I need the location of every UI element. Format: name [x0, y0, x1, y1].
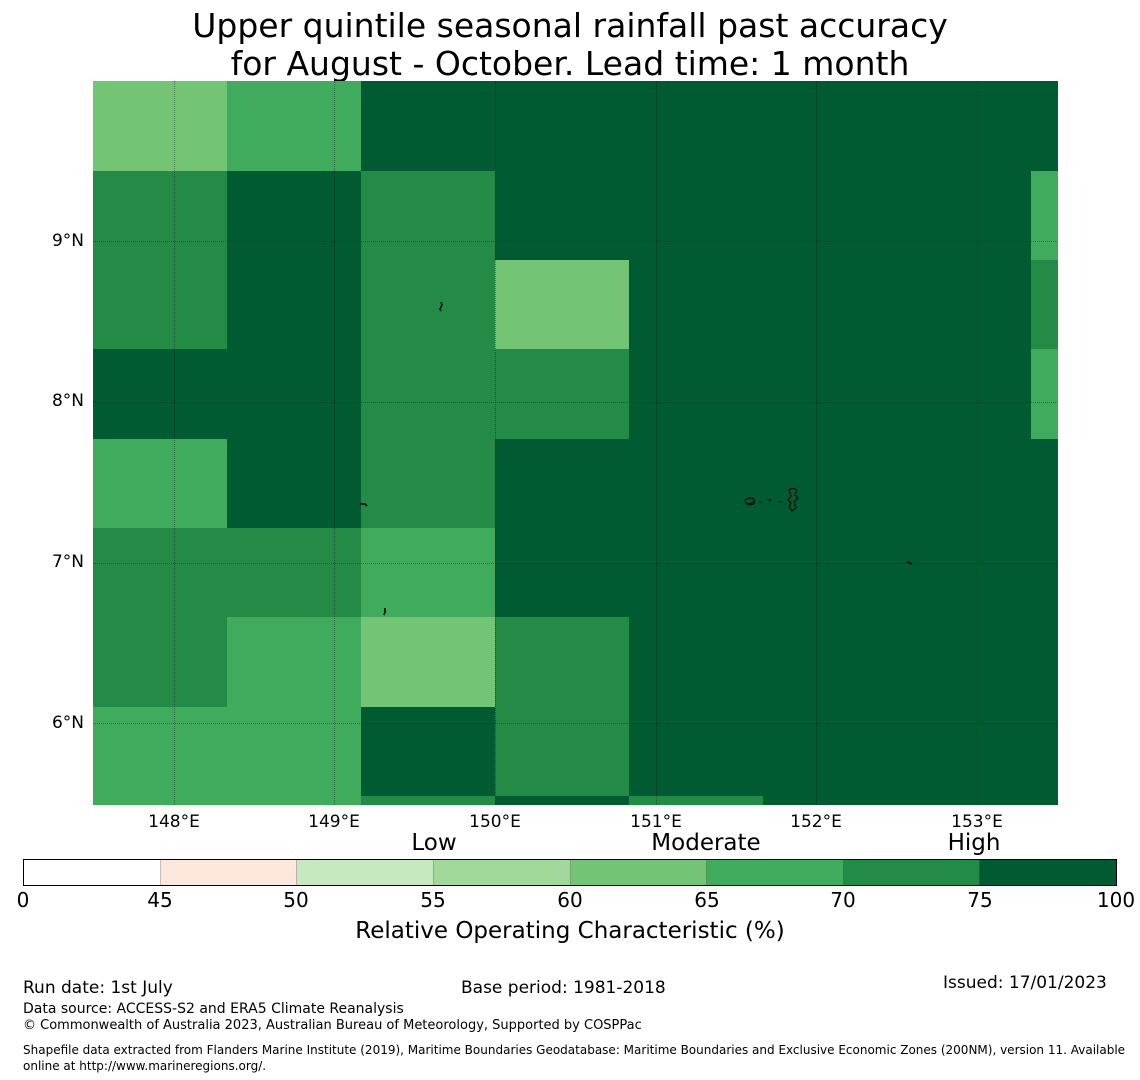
chuuk-lagoon-islands: [744, 488, 799, 512]
copyright-notice: © Commonwealth of Australia 2023, Austra…: [23, 1018, 642, 1033]
colorbar-segment: [160, 860, 298, 885]
grid-cell: [227, 528, 361, 617]
grid-cell: [93, 81, 227, 171]
grid-cell: [93, 439, 227, 528]
grid-cell: [629, 796, 763, 805]
map-title-line-1: Upper quintile seasonal rainfall past ac…: [192, 6, 948, 45]
island-outline: [439, 301, 443, 312]
grid-cell: [495, 617, 629, 796]
grid-cell: [1031, 349, 1058, 439]
grid-cell: [361, 617, 495, 707]
longitude-tick: 149°E: [308, 812, 360, 832]
meridian-gridline: [977, 81, 978, 805]
parallel-gridline: [93, 241, 1058, 242]
colorbar: [23, 859, 1117, 886]
grid-cell: [227, 617, 361, 805]
grid-cell: [1031, 171, 1058, 260]
shapefile-credit-line-2: online at http://www.marineregions.org/.: [23, 1059, 267, 1073]
colorbar-tick: 65: [694, 888, 720, 912]
issued-date: Issued: 17/01/2023: [943, 973, 1107, 993]
colorbar-tick: 75: [967, 888, 993, 912]
colorbar-segment: [707, 860, 844, 885]
colorbar-tick: 100: [1096, 888, 1136, 912]
parallel-gridline: [93, 723, 1058, 724]
base-period: Base period: 1981-2018: [461, 978, 666, 998]
colorbar-segment: [24, 860, 161, 885]
grid-cell: [93, 707, 227, 805]
grid-cell: [227, 81, 361, 171]
latitude-tick: 8°N: [51, 391, 84, 411]
meridian-gridline: [816, 81, 817, 805]
grid-cell: [495, 260, 629, 349]
island-outline: [906, 561, 913, 565]
legend-category-low: Low: [411, 830, 457, 856]
colorbar-label: Relative Operating Characteristic (%): [355, 918, 785, 944]
grid-cell: [227, 171, 361, 528]
island-outline: [360, 503, 368, 507]
colorbar-tick: 60: [557, 888, 583, 912]
meridian-gridline: [334, 81, 335, 805]
grid-cell: [93, 171, 227, 349]
longitude-tick: 148°E: [148, 812, 200, 832]
legend-category-high: High: [947, 830, 1001, 856]
colorbar-tick: 55: [420, 888, 446, 912]
colorbar-segment: [570, 860, 708, 885]
longitude-tick: 152°E: [790, 812, 842, 832]
map-title-line-2: for August - October. Lead time: 1 month: [230, 44, 910, 83]
colorbar-tick: 45: [147, 888, 173, 912]
grid-cell: [93, 528, 227, 707]
data-source: Data source: ACCESS-S2 and ERA5 Climate …: [23, 1001, 404, 1017]
colorbar-tick: 70: [830, 888, 856, 912]
colorbar-segment: [297, 860, 434, 885]
map-panel: [93, 81, 1058, 805]
run-date: Run date: 1st July: [23, 978, 173, 998]
colorbar-tick: 0: [16, 888, 30, 912]
meridian-gridline: [656, 81, 657, 805]
latitude-tick: 9°N: [51, 231, 84, 251]
parallel-gridline: [93, 402, 1058, 403]
latitude-tick: 6°N: [51, 713, 84, 733]
colorbar-segment: [843, 860, 981, 885]
longitude-tick: 153°E: [951, 812, 1003, 832]
longitude-tick: 150°E: [469, 812, 521, 832]
grid-cell: [361, 796, 495, 805]
parallel-gridline: [93, 563, 1058, 564]
latitude-tick: 7°N: [51, 552, 84, 572]
shapefile-credit-line-1: Shapefile data extracted from Flanders M…: [23, 1043, 1126, 1057]
grid-cell: [361, 81, 495, 171]
meridian-gridline: [495, 81, 496, 805]
colorbar-tick: 50: [283, 888, 309, 912]
grid-cell: [495, 349, 629, 439]
colorbar-segment: [433, 860, 571, 885]
longitude-tick: 151°E: [630, 812, 682, 832]
meridian-gridline: [174, 81, 175, 805]
colorbar-segment: [980, 860, 1116, 885]
grid-cell: [361, 707, 495, 796]
grid-cell: [361, 171, 495, 528]
grid-cell: [93, 349, 227, 439]
grid-cell: [361, 528, 495, 617]
island-outline: [383, 608, 386, 616]
legend-category-moderate: Moderate: [651, 830, 761, 856]
grid-cell: [1031, 260, 1058, 349]
